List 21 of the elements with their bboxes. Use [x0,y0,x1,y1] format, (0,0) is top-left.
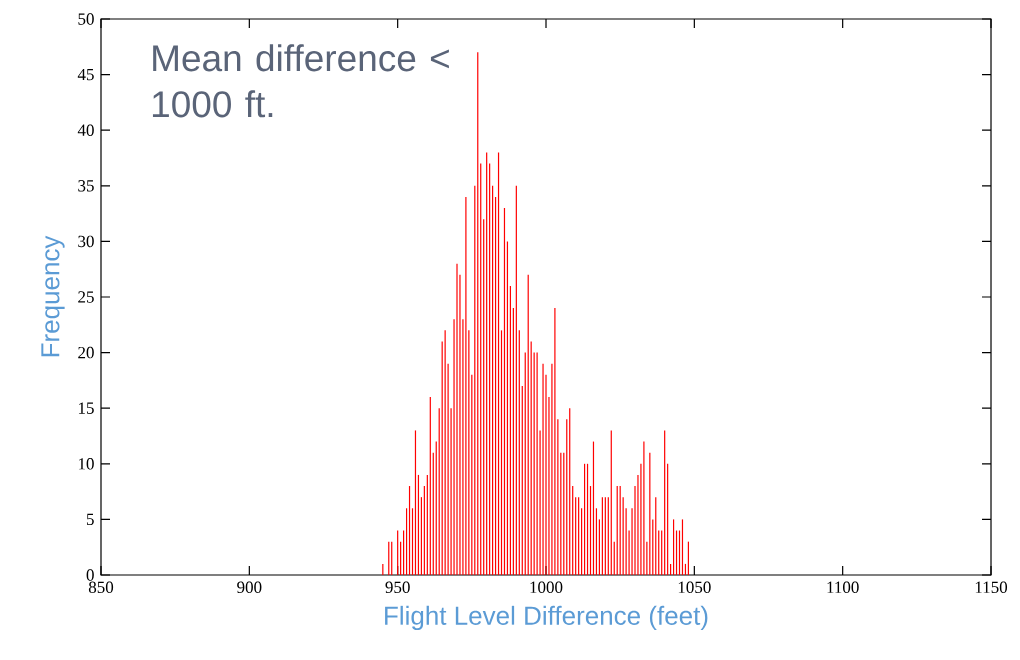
x-tick-label: 950 [385,581,410,593]
y-tick-label: 50 [78,13,94,25]
y-tick-label: 25 [78,291,94,303]
y-tick-label: 20 [78,346,94,359]
y-tick-label: 30 [78,235,94,248]
x-tick-label: 900 [237,581,262,593]
y-axis-title: Frequency [41,235,65,357]
y-tick-label: 10 [78,458,94,470]
y-tick-label: 5 [86,513,94,526]
y-tick-label: 40 [77,124,94,136]
y-tick-label: 45 [77,68,94,81]
x-tick-label: 1000 [530,581,563,593]
y-tick-label: 0 [86,569,94,581]
x-tick-label: 1050 [678,581,711,593]
y-tick-label: 15 [78,402,94,414]
x-axis-title: Flight Level Difference (feet) [385,605,708,631]
annotation: Mean difference < 1000 ft. [152,44,449,118]
x-tick-label: 1100 [827,581,859,593]
x-tick-label: 850 [88,581,114,593]
x-tick-label: 1150 [975,581,1008,593]
y-tick-label: 35 [78,180,94,192]
